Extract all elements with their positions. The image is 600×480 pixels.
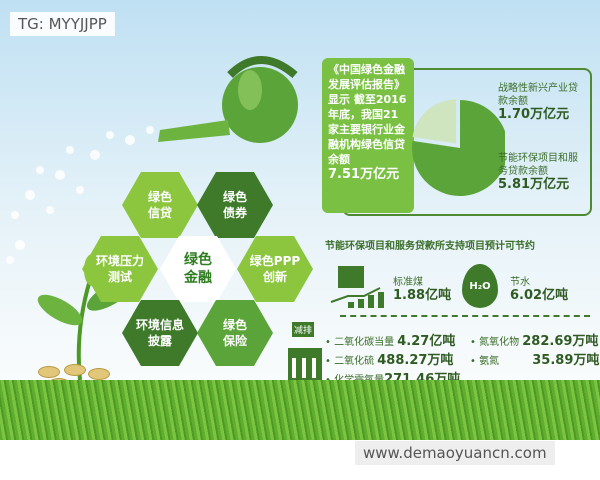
emission-item: • 二氧化碳当量 4.27亿吨	[325, 334, 456, 349]
pie-slice	[412, 100, 505, 196]
coal-icon	[330, 266, 384, 308]
hex-green-ppp: 绿色PPP创新	[237, 236, 313, 302]
summary-panel: 《中国绿色金融发展评估报告》显示 截至2016年底，我国21家主要银行业金融机构…	[322, 58, 414, 213]
loan-pie-chart	[412, 99, 505, 196]
pie-label-energy: 节能环保项目和服务贷款余额 5.81万亿元	[498, 153, 578, 192]
watermark-bottom: www.demaoyuancn.com	[355, 441, 555, 465]
emission-item: • 二氧化硫 488.27万吨	[325, 353, 454, 368]
emission-item: • 氨氮 35.89万吨	[470, 353, 600, 368]
pie-label-strategic: 战略性新兴产业贷款余额 1.70万亿元	[498, 83, 578, 122]
water-drop-icon: H₂O	[462, 264, 498, 308]
infographic: 绿色信贷 绿色债券 环境压力测试 绿色金融 绿色PPP创新 环境信息披露 绿色保…	[0, 0, 600, 440]
hex-green-credit: 绿色信贷	[122, 172, 198, 238]
reduce-badge: 减排	[292, 322, 315, 337]
pie-slice	[412, 99, 457, 144]
hex-green-insurance: 绿色保险	[197, 300, 273, 366]
coal-savings: 标准煤 1.88亿吨	[393, 277, 452, 303]
hex-green-finance: 绿色金融	[160, 236, 236, 302]
savings-title: 节能环保项目和服务贷款所支持项目预计可节约	[325, 241, 535, 252]
hex-green-bonds: 绿色债券	[197, 172, 273, 238]
emission-item: • 氮氧化物 282.69万吨	[470, 334, 599, 349]
water-drops	[6, 126, 154, 264]
hex-info-disclosure: 环境信息披露	[122, 300, 198, 366]
grass	[0, 380, 600, 440]
divider	[340, 315, 590, 317]
watermark-top: TG: MYYJJPP	[10, 12, 115, 36]
water-savings: 节水 6.02亿吨	[510, 277, 569, 303]
watering-can-icon	[158, 56, 298, 143]
